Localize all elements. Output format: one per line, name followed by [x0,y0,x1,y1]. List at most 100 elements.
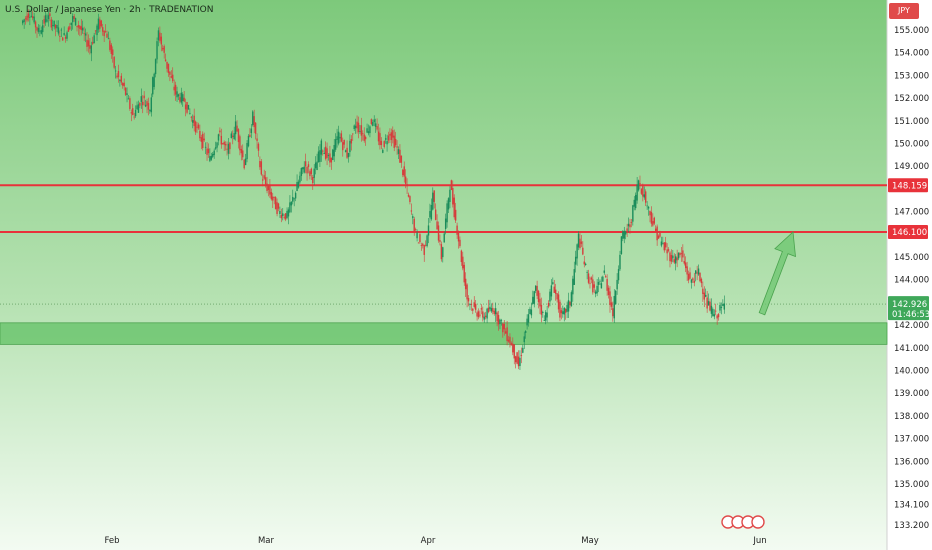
candle-body [34,21,37,28]
candle-body [63,33,65,35]
candle-body [560,310,563,314]
candle-body [413,218,415,232]
candle-body [170,76,173,78]
candle-body [110,44,113,54]
price-axis-tick-label: 137.000 [894,435,929,445]
candle-body [372,122,374,126]
candle-body [414,229,417,230]
candle-body [46,19,48,22]
candle-body [149,110,151,112]
candle-body [577,233,580,248]
candle-body [562,311,564,315]
candle-body [680,253,683,255]
candle-body [459,239,461,247]
candle-body [529,308,531,315]
candle-body [162,48,164,50]
candle-body [357,122,360,133]
candle-body [457,232,460,242]
candle-body [50,19,52,28]
event-marker-icon[interactable] [751,515,765,529]
candle-body [293,198,295,200]
candle-body [69,26,71,30]
candle-body [586,271,588,273]
candle-body [329,153,331,163]
candle-body [462,256,464,269]
candle-body [689,272,691,279]
candle-body [44,15,47,23]
candle-body [690,279,693,283]
candle-body [712,308,714,316]
candle-body [417,242,420,244]
candle-body [204,146,207,148]
candle-body [504,331,507,334]
candle-body [676,257,678,261]
price-axis-tick-label: 152.000 [894,94,929,104]
candle-body [203,138,205,141]
candle-body [337,131,340,144]
candle-body [584,263,587,265]
currency-badge[interactable]: JPY [889,3,919,19]
candle-body [94,30,97,32]
candle-body [166,61,168,69]
candle-body [473,302,475,307]
candle-body [636,184,638,201]
candle-body [179,97,181,102]
candle-body [484,315,487,318]
candle-body [147,103,150,110]
price-axis-tick-label: 134.100 [894,500,929,510]
candle-body [287,209,290,217]
candle-body [242,150,244,158]
candle-body [450,180,453,190]
candle-body [427,225,430,236]
candle-body [522,347,524,353]
candle-body [412,216,414,219]
candle-body [29,16,31,18]
candle-body [142,101,144,106]
event-markers[interactable] [721,515,765,529]
projection-arrow[interactable] [758,231,796,316]
candle-body [447,198,450,210]
candle-body [159,32,161,41]
candle-body [624,231,627,235]
candle-body [64,36,67,39]
price-axis-background [887,0,932,550]
level-label: 148.159 [892,181,927,191]
price-axis-tick-label: 151.000 [894,117,929,127]
candle-body [172,74,174,82]
candle-body [437,225,440,241]
candle-body [580,241,583,244]
candle-body [137,104,140,113]
candle-body [663,242,665,251]
price-axis[interactable]: 155.000 154.000 153.000 152.000 151.000 150.0… [894,26,929,531]
candle-body [317,151,320,163]
candle-body [127,98,130,100]
candle-body [322,150,324,152]
candle-body [442,247,444,258]
candle-body [500,320,503,322]
candle-body [163,46,165,53]
plot-background [0,0,887,550]
candle-body [119,80,121,81]
candle-body [184,104,187,110]
bar-countdown: 01:46:53 [892,310,930,320]
candle-body [453,197,455,218]
candle-body [650,211,653,224]
candle-body [136,105,138,110]
candle-body [144,104,147,107]
candle-body [574,256,577,265]
candle-body [607,287,610,296]
candle-body [492,307,494,312]
candle-body [236,125,238,132]
candle-body [673,259,675,263]
level-label: 146.100 [892,228,927,238]
candle-body [43,19,45,24]
candle-body [176,91,178,98]
candle-body [130,112,133,114]
support-zone[interactable] [0,322,888,345]
candle-body [722,304,724,306]
time-axis[interactable]: Feb Mar Apr May Jun [104,536,766,546]
candle-body [610,302,613,307]
candle-body [723,303,725,310]
